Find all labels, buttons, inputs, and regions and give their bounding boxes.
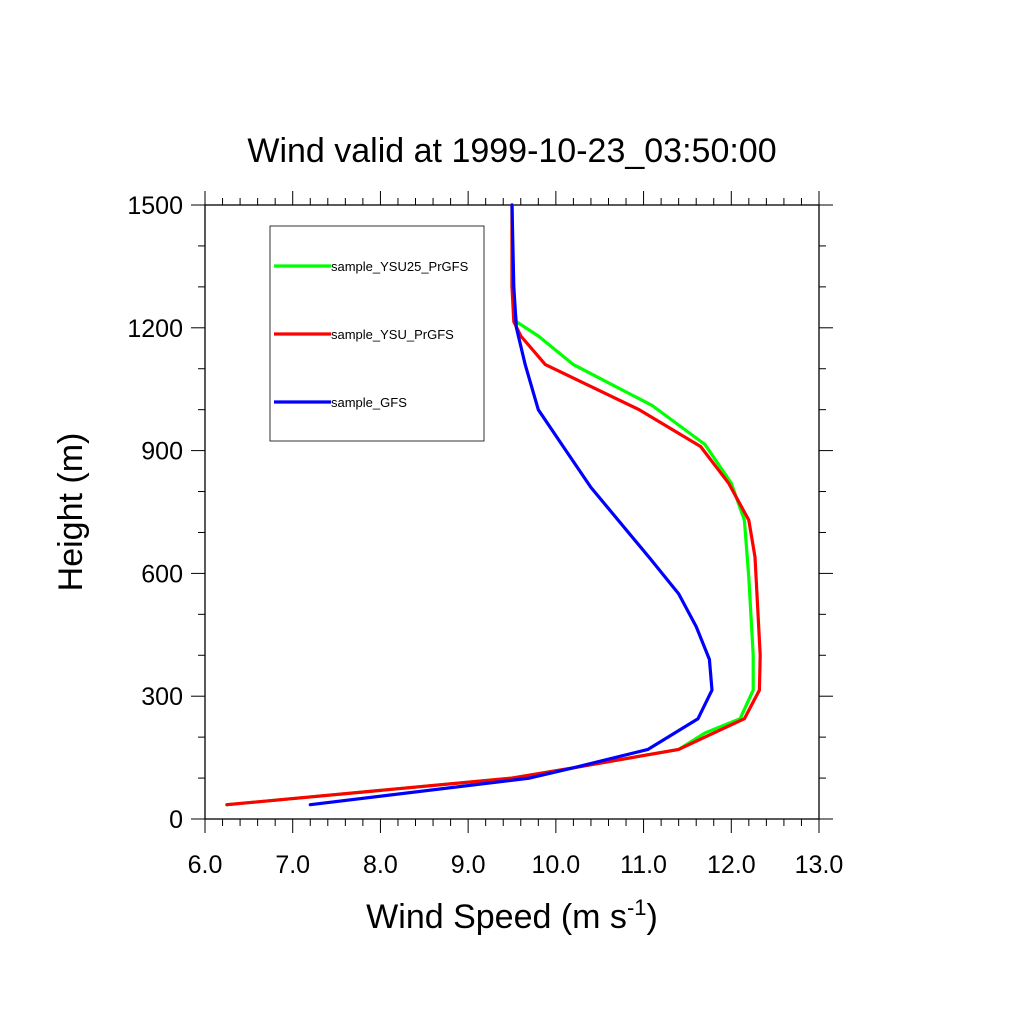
x-axis-label-end: ) xyxy=(647,898,658,936)
x-tick-label: 6.0 xyxy=(188,851,223,879)
x-axis-label: Wind Speed (m s-1) xyxy=(366,895,658,936)
legend-label: sample_YSU25_PrGFS xyxy=(331,259,469,274)
x-tick-label: 12.0 xyxy=(707,851,756,879)
y-axis-label: Height (m) xyxy=(52,433,90,592)
x-axis-label-sup: -1 xyxy=(627,895,647,920)
legend-label: sample_GFS xyxy=(331,395,407,410)
series-line-sample_GFS xyxy=(308,203,714,807)
y-tick-label: 1200 xyxy=(127,315,183,343)
x-tick-label: 8.0 xyxy=(363,851,398,879)
x-tick-label: 7.0 xyxy=(275,851,310,879)
x-tick-label: 10.0 xyxy=(532,851,581,879)
y-tick-label: 600 xyxy=(141,560,183,588)
plot-area: 6.0 7.0 8.0 9.0 10.0 11.0 12.0 13.0 0 300 600 900 12… xyxy=(127,191,843,879)
chart-title: Wind valid at 1999-10-23_03:50:00 xyxy=(247,132,776,170)
x-tick-label: 11.0 xyxy=(620,851,667,879)
x-axis-label-main: Wind Speed (m s xyxy=(366,898,627,936)
x-tick-label: 13.0 xyxy=(795,851,844,879)
y-tick-label: 900 xyxy=(141,438,183,466)
y-tick-label: 0 xyxy=(169,806,183,834)
x-tick-label: 9.0 xyxy=(451,851,486,879)
y-tick-label: 1500 xyxy=(127,192,183,220)
legend-label: sample_YSU_PrGFS xyxy=(331,327,454,342)
y-tick-label: 300 xyxy=(141,683,183,711)
series-line-sample_YSU_PrGFS xyxy=(225,203,762,807)
